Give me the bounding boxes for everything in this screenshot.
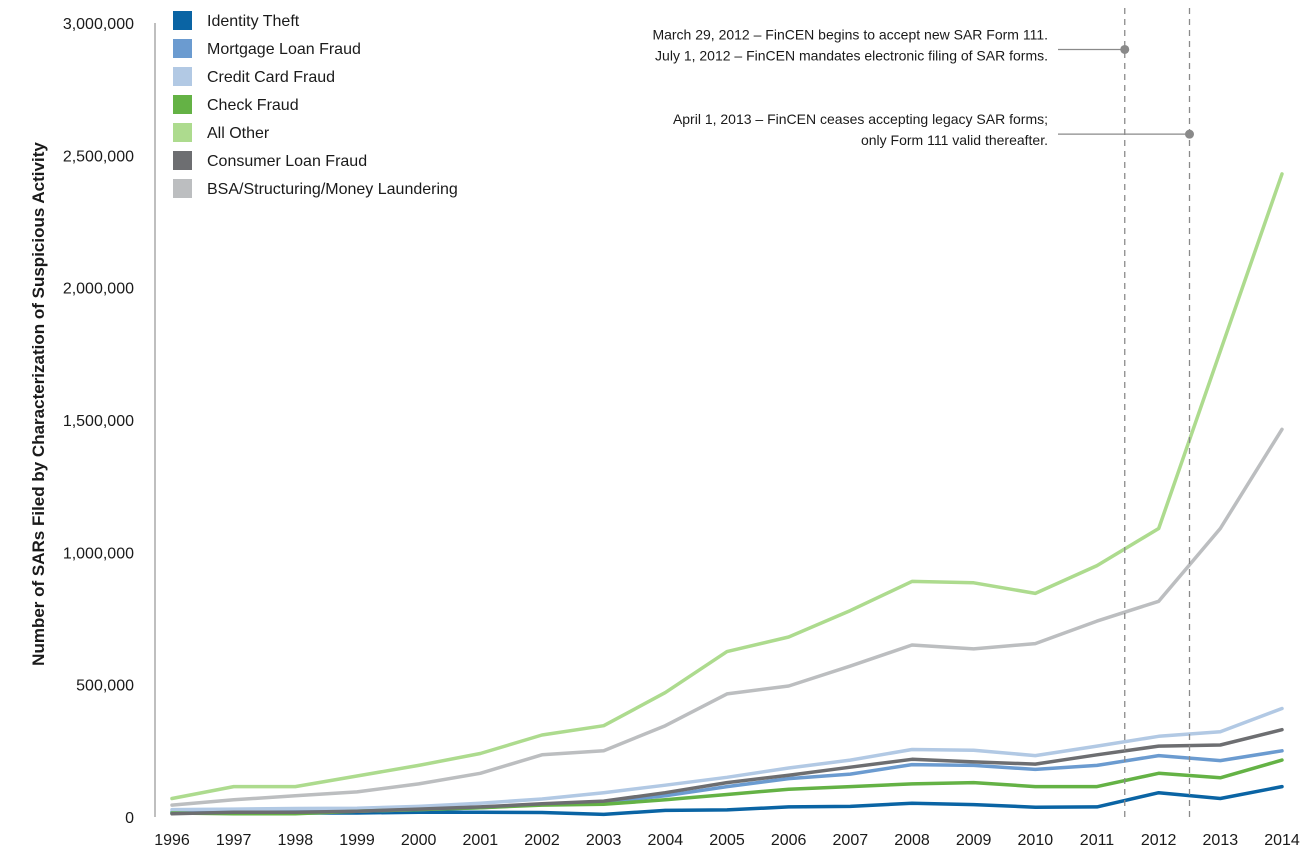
x-tick-label: 1999 <box>339 832 375 849</box>
legend-swatch <box>173 123 192 142</box>
annotation-layer: March 29, 2012 – FinCEN begins to accept… <box>652 8 1194 817</box>
legend-label: All Other <box>207 125 270 142</box>
series-line <box>170 427 1284 807</box>
x-tick-label: 2013 <box>1203 832 1239 849</box>
annotation-marker <box>1120 44 1130 54</box>
annotation-marker <box>1185 129 1194 139</box>
x-tick-label: 2010 <box>1018 832 1054 849</box>
y-tick-label: 500,000 <box>76 678 134 695</box>
legend-swatch <box>173 179 192 198</box>
annotation-text: April 1, 2013 – FinCEN ceases accepting … <box>673 111 1048 127</box>
x-tick-label: 2000 <box>401 832 437 849</box>
series-line <box>170 706 1284 812</box>
x-tick-label: 1998 <box>278 832 314 849</box>
x-tick-label: 1997 <box>216 832 252 849</box>
x-tick-label: 2001 <box>463 832 499 849</box>
series-layer <box>170 172 1284 817</box>
x-tick-label: 2008 <box>894 832 930 849</box>
y-tick-label: 0 <box>125 810 134 827</box>
legend: Identity Theft Mortgage Loan Fraud Credit … <box>173 11 458 198</box>
legend-label: Consumer Loan Fraud <box>207 153 367 170</box>
y-tick-label: 1,000,000 <box>63 545 134 562</box>
series-line <box>170 172 1284 801</box>
annotation-text: March 29, 2012 – FinCEN begins to accept… <box>652 26 1048 42</box>
y-tick-label: 2,500,000 <box>63 148 134 165</box>
y-tick-label: 3,000,000 <box>63 16 134 33</box>
series-line <box>170 727 1284 816</box>
x-tick-label: 2007 <box>833 832 869 849</box>
legend-swatch <box>173 39 192 58</box>
y-tick-label: 1,500,000 <box>63 413 134 430</box>
x-tick-label: 2009 <box>956 832 992 849</box>
x-tick-label: 2005 <box>709 832 745 849</box>
y-axis-label: Number of SARs Filed by Characterization… <box>29 142 48 666</box>
x-tick-label: 1996 <box>154 832 190 849</box>
legend-swatch <box>173 95 192 114</box>
legend-label: Identity Theft <box>207 13 300 30</box>
series-line <box>170 784 1284 817</box>
legend-label: Mortgage Loan Fraud <box>207 41 361 58</box>
y-tick-label: 2,000,000 <box>63 281 134 298</box>
legend-swatch <box>173 151 192 170</box>
x-tick-label: 2006 <box>771 832 807 849</box>
annotation-text: July 1, 2012 – FinCEN mandates electroni… <box>655 47 1048 63</box>
axes: 0 500,000 1,000,000 1,500,000 2,000,000 2,500… <box>63 16 1300 849</box>
legend-swatch <box>173 11 192 30</box>
annotation-text: only Form 111 valid thereafter. <box>861 132 1048 148</box>
x-tick-label: 2002 <box>524 832 560 849</box>
x-tick-label: 2003 <box>586 832 622 849</box>
x-tick-label: 2014 <box>1264 832 1300 849</box>
x-tick-label: 2012 <box>1141 832 1177 849</box>
legend-label: Credit Card Fraud <box>207 69 335 86</box>
x-tick-label: 2011 <box>1080 832 1115 849</box>
legend-label: Check Fraud <box>207 97 299 114</box>
legend-label: BSA/Structuring/Money Laundering <box>207 181 458 198</box>
legend-swatch <box>173 67 192 86</box>
x-tick-label: 2004 <box>648 832 684 849</box>
